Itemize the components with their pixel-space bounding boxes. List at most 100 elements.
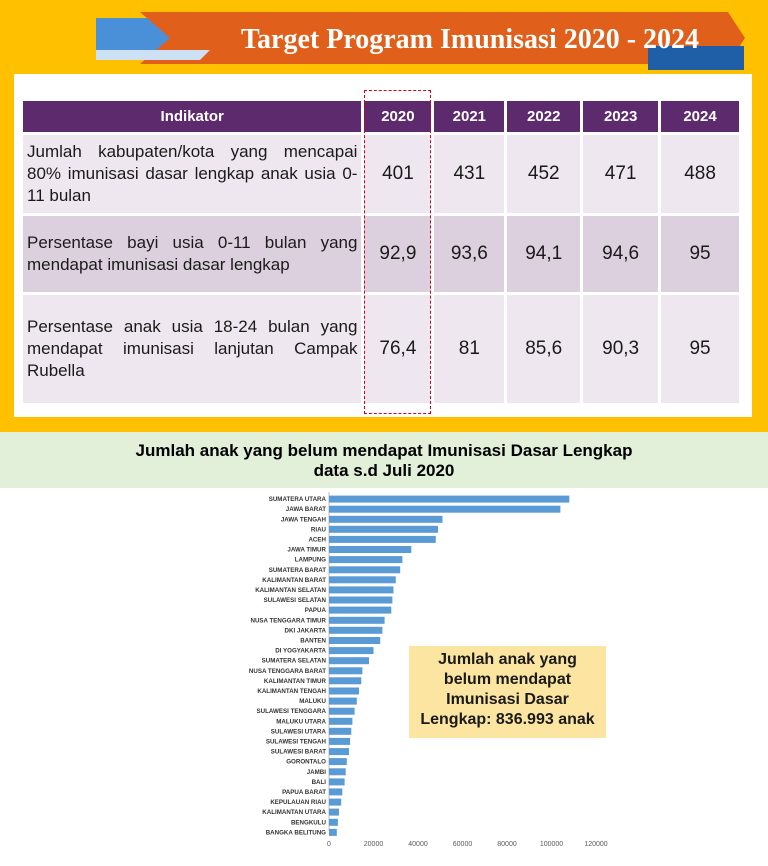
bar [329, 495, 570, 503]
value-cell: 401 [364, 135, 432, 213]
category-label: SULAWESI TENGAH [266, 738, 327, 745]
indicator-cell: Jumlah kabupaten/kota yang mencapai 80% … [23, 135, 362, 213]
table-row: Jumlah kabupaten/kota yang mencapai 80% … [23, 135, 739, 213]
category-labels-group: SUMATERA UTARA JAWA BARAT JAWA TENGAH RIAU A… [249, 496, 327, 836]
value-cell: 94,6 [583, 216, 659, 292]
category-label: SULAWESI TENGGARA [257, 708, 327, 715]
value-cell: 85,6 [507, 295, 581, 403]
x-tick-label: 40000 [408, 841, 428, 848]
bar [329, 707, 355, 715]
x-tick-label: 60000 [453, 841, 473, 848]
bar [329, 606, 392, 614]
bar [329, 828, 337, 836]
bar [329, 525, 438, 533]
category-label: BALI [312, 779, 327, 786]
target-program-panel: Target Program Imunisasi 2020 - 2024 Ind… [0, 0, 768, 432]
title-ribbon-shape [140, 12, 745, 64]
value-cell: 452 [507, 135, 581, 213]
category-label: JAWA TENGAH [281, 516, 327, 523]
value-cell: 471 [583, 135, 659, 213]
category-label: KALIMANTAN UTARA [262, 809, 326, 816]
chart-heading-line2: data s.d Juli 2020 [313, 461, 455, 480]
bar [329, 798, 342, 806]
total-callout: Jumlah anak yang belum mendapat Imunisas… [409, 646, 606, 738]
bar [329, 535, 436, 543]
bar [329, 515, 443, 523]
bar [329, 768, 346, 776]
bar [329, 546, 412, 553]
bar [329, 505, 561, 513]
category-label: PAPUA [305, 607, 327, 614]
indicator-cell: Persentase bayi usia 0-11 bulan yang men… [23, 216, 362, 292]
bar [329, 596, 393, 604]
callout-line1: Jumlah anak yang [438, 651, 577, 668]
bar [329, 637, 381, 644]
bars-group [329, 495, 570, 836]
category-label: LAMPUNG [295, 557, 326, 564]
bar [329, 677, 362, 685]
callout-line4: Lengkap: 836.993 anak [420, 711, 595, 728]
bar-chart: SUMATERA UTARA JAWA BARAT JAWA TENGAH RIAU A… [249, 492, 608, 848]
category-label: KALIMANTAN BARAT [262, 577, 326, 584]
category-label: BENGKULU [291, 819, 327, 826]
value-cell: 92,9 [364, 216, 432, 292]
bar [329, 727, 352, 735]
bar [329, 737, 351, 745]
bar [329, 818, 338, 826]
x-tick-label: 120000 [584, 841, 607, 848]
bar [329, 717, 353, 725]
category-label: PAPUA BARAT [282, 789, 326, 796]
header-indikator: Indikator [23, 101, 362, 132]
bar-chart-area: SUMATERA UTARA JAWA BARAT JAWA TENGAH RIAU A… [0, 488, 768, 866]
value-cell: 76,4 [364, 295, 432, 403]
light-blue-shape [96, 50, 210, 60]
bar [329, 566, 401, 574]
x-tick-label: 20000 [364, 841, 384, 848]
value-cell: 94,1 [507, 216, 581, 292]
category-label: BANTEN [300, 638, 326, 645]
bar [329, 616, 385, 624]
bar [329, 657, 369, 665]
category-label: DI YOGYAKARTA [275, 648, 326, 655]
table-row: Persentase bayi usia 0-11 bulan yang men… [23, 216, 739, 292]
bar [329, 687, 359, 695]
bar [329, 748, 349, 756]
year-2020-highlight-box [364, 90, 431, 414]
bar [329, 788, 343, 796]
category-label: KALIMANTAN SELATAN [255, 587, 326, 594]
category-label: MALUKU [299, 698, 326, 705]
title-decoration [96, 12, 745, 64]
bar [329, 576, 396, 584]
value-cell: 90,3 [583, 295, 659, 403]
value-cell: 95 [661, 295, 739, 403]
category-label: SUMATERA SELATAN [262, 658, 327, 665]
indicator-table-card: Indikator 2020 2021 2022 2023 2024 Jumla… [14, 74, 752, 417]
category-label: JAWA TIMUR [287, 547, 326, 554]
x-tick-label: 80000 [497, 841, 517, 848]
callout-line2: belum mendapat [443, 671, 572, 688]
category-label: GORONTALO [286, 759, 326, 766]
table-row: Persentase anak usia 18-24 bulan yang me… [23, 295, 739, 403]
bar [329, 626, 383, 634]
category-label: NUSA TENGGARA TIMUR [250, 617, 326, 624]
value-cell: 95 [661, 216, 739, 292]
bar [329, 758, 347, 766]
category-label: RIAU [311, 526, 327, 533]
category-label: SULAWESI BARAT [271, 749, 326, 756]
category-label: BANGKA BELITUNG [266, 829, 326, 836]
category-label: JAWA BARAT [286, 506, 326, 513]
value-cell: 431 [434, 135, 505, 213]
x-tick-labels-group: 0 20000 40000 60000 80000 100000 120000 [327, 841, 608, 848]
chart-heading: Jumlah anak yang belum mendapat Imunisas… [0, 432, 768, 488]
category-label: ACEH [308, 536, 326, 543]
x-tick-label: 100000 [540, 841, 563, 848]
blue-tab-decoration [648, 46, 744, 70]
bar [329, 697, 357, 705]
bar [329, 586, 394, 594]
value-cell: 81 [434, 295, 505, 403]
category-label: JAMBI [307, 769, 327, 776]
bar [329, 647, 374, 655]
header-2023: 2023 [583, 101, 659, 132]
header-2024: 2024 [661, 101, 739, 132]
category-label: KALIMANTAN TIMUR [264, 678, 327, 685]
